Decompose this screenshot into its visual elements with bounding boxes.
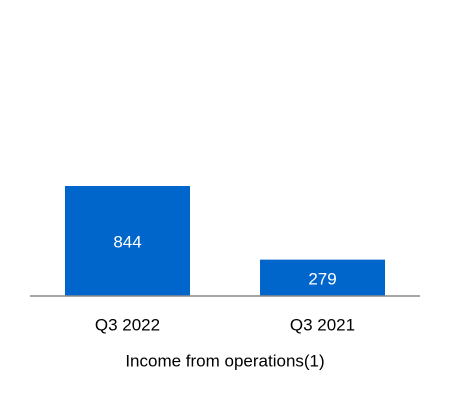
- bar: [65, 186, 190, 296]
- bar: [260, 259, 385, 296]
- x-tick-label: Q3 2022: [95, 315, 160, 334]
- data-label: 279: [308, 269, 336, 288]
- x-tick-label: Q3 2021: [290, 315, 355, 334]
- x-axis-label: Income from operations(1): [125, 351, 324, 370]
- data-label: 844: [113, 232, 141, 251]
